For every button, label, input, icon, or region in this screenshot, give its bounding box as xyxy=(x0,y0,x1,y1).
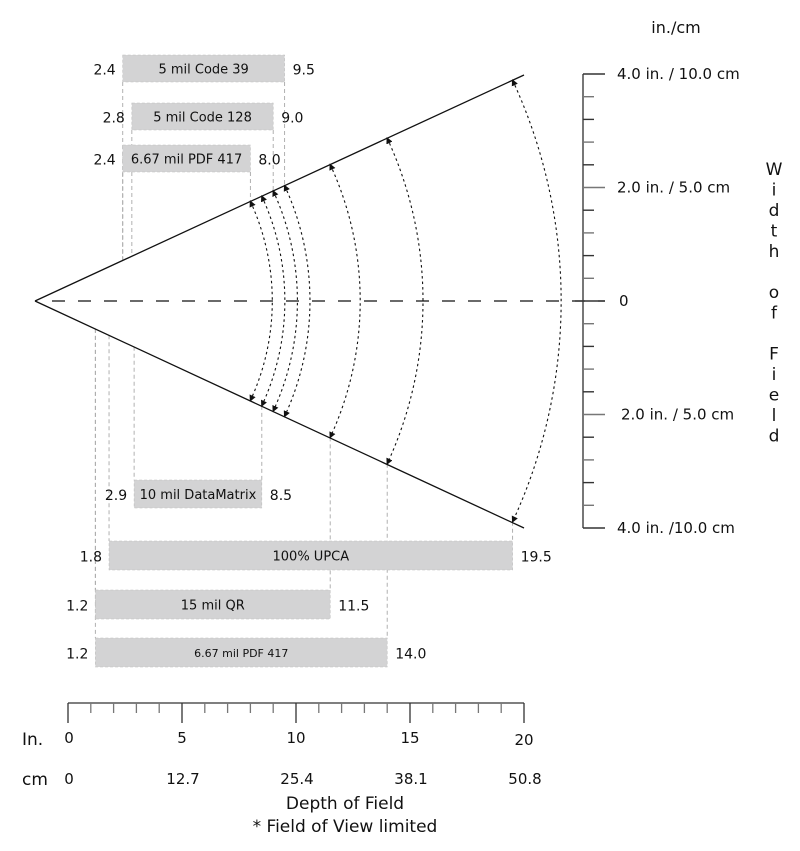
range-bar xyxy=(131,102,274,131)
cone-lower-edge xyxy=(34,300,525,529)
x-tick-in: 0 xyxy=(64,729,74,747)
bar-label: 6.67 mil PDF 417 xyxy=(131,153,242,168)
near-value: 2.4 xyxy=(93,63,115,79)
near-value: 1.2 xyxy=(66,647,88,663)
x-tick-cm: 0 xyxy=(64,770,74,788)
x-unit-in: In. xyxy=(22,730,43,750)
far-value: 8.5 xyxy=(270,488,292,504)
svg-text:t: t xyxy=(771,222,778,242)
range-arc xyxy=(386,137,424,465)
y-tick-label: 4.0 in. / 10.0 cm xyxy=(617,65,740,83)
range-arc xyxy=(329,163,361,439)
x-unit-cm: cm xyxy=(22,770,48,790)
near-value: 2.9 xyxy=(105,488,127,504)
far-value: 9.0 xyxy=(281,111,303,127)
range-bar xyxy=(95,589,331,620)
y-unit-label: in./cm xyxy=(651,18,700,37)
svg-text:i: i xyxy=(772,365,777,385)
range-bar xyxy=(133,479,263,509)
x-tick-in: 20 xyxy=(514,731,533,749)
svg-text:e: e xyxy=(769,386,779,406)
bar-label: 10 mil DataMatrix xyxy=(140,488,257,503)
x-tick-cm: 12.7 xyxy=(166,770,199,788)
footnote: * Field of View limited xyxy=(253,817,438,837)
bar-label: 6.67 mil PDF 417 xyxy=(194,647,288,660)
svg-text:W: W xyxy=(766,160,783,180)
range-arc xyxy=(261,194,286,408)
far-value: 11.5 xyxy=(338,599,369,615)
svg-text:l: l xyxy=(772,406,777,426)
x-axis-title: Depth of Field xyxy=(286,794,404,814)
bar-item: 6.67 mil PDF 417 1.2 14.0 xyxy=(66,637,426,668)
y-tick-label: 4.0 in. /10.0 cm xyxy=(617,519,735,537)
y-tick-label: 0 xyxy=(619,292,629,310)
bar-item: 15 mil QR 1.2 11.5 xyxy=(66,589,369,620)
bar-item: 5 mil Code 128 2.8 9.0 xyxy=(103,102,303,131)
range-arcs xyxy=(249,79,562,523)
far-value: 14.0 xyxy=(395,647,426,663)
svg-text:F: F xyxy=(769,345,779,365)
x-tick-cm: 50.8 xyxy=(508,770,541,788)
y-tick-label: 2.0 in. / 5.0 cm xyxy=(621,406,734,424)
bar-label: 15 mil QR xyxy=(181,599,245,614)
depth-of-field-ruler: In. cm 0 5 10 15 20 0 12.7 25.4 38.1 50.8 xyxy=(22,702,542,790)
svg-text:f: f xyxy=(771,304,778,324)
svg-text:d: d xyxy=(769,201,780,221)
svg-text:d: d xyxy=(769,427,780,447)
range-bar xyxy=(122,144,251,173)
bar-item: 100% UPCA 1.8 19.5 xyxy=(80,540,552,571)
near-value: 2.4 xyxy=(93,153,115,169)
width-of-field-ruler: 4.0 in. / 10.0 cm 2.0 in. / 5.0 cm 0 2.0 in… xyxy=(575,65,740,537)
svg-text:o: o xyxy=(769,283,779,303)
bar-item: 6.67 mil PDF 417 2.4 8.0 xyxy=(93,144,281,173)
near-value: 1.2 xyxy=(66,599,88,615)
bar-item: 5 mil Code 39 2.4 9.5 xyxy=(93,54,315,83)
y-tick-label: 2.0 in. / 5.0 cm xyxy=(617,179,730,197)
range-arc xyxy=(511,79,562,523)
range-bar xyxy=(108,540,513,571)
x-tick-in: 10 xyxy=(286,729,305,747)
bar-label: 5 mil Code 128 xyxy=(153,111,252,126)
svg-text:h: h xyxy=(769,242,780,262)
far-value: 8.0 xyxy=(258,153,280,169)
bar-label: 100% UPCA xyxy=(273,550,350,565)
near-value: 1.8 xyxy=(80,550,102,566)
range-bar xyxy=(95,637,388,668)
near-value: 2.8 xyxy=(103,111,125,127)
bar-item: 10 mil DataMatrix 2.9 8.5 xyxy=(105,479,292,509)
x-tick-in: 5 xyxy=(177,729,187,747)
x-tick-cm: 25.4 xyxy=(280,770,313,788)
far-value: 9.5 xyxy=(293,63,315,79)
field-of-view-cone xyxy=(34,74,605,529)
x-tick-in: 15 xyxy=(400,729,419,747)
cone-upper-edge xyxy=(34,74,525,302)
bar-group: 5 mil Code 39 2.4 9.5 5 mil Code 128 2.8 9.0 6… xyxy=(66,54,552,668)
x-tick-cm: 38.1 xyxy=(394,770,427,788)
range-bar xyxy=(122,54,285,83)
far-value: 19.5 xyxy=(521,550,552,566)
svg-text:i: i xyxy=(772,181,777,201)
bar-label: 5 mil Code 39 xyxy=(158,63,248,78)
